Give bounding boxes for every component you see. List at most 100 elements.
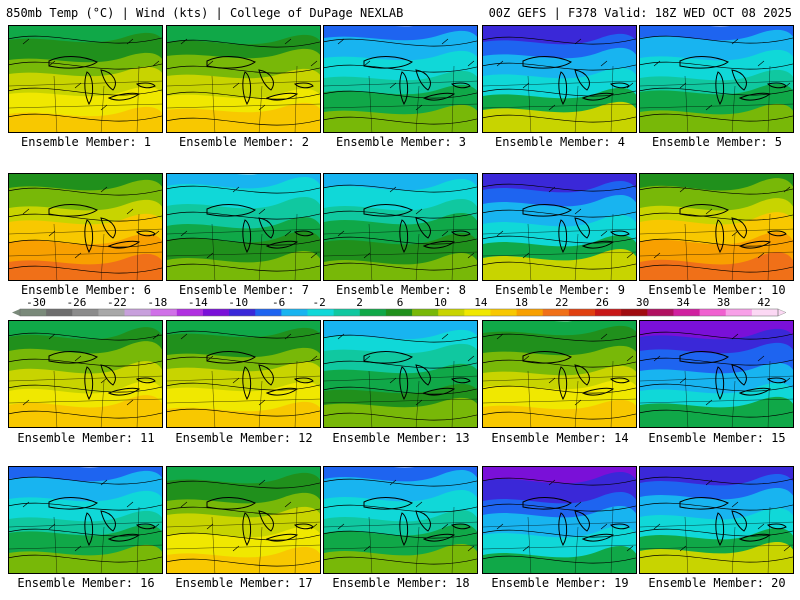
scale-swatch [595,309,622,316]
great-lake-outline [399,71,409,106]
scale-swatch [150,309,178,316]
scale-tick-label: 6 [397,296,404,309]
scale-swatch [673,309,701,316]
great-lake-outline [294,377,314,384]
isobar-line [483,36,636,45]
great-lake-outline [206,351,256,364]
great-lake-outline [107,533,141,542]
wind-barb [679,377,687,384]
wind-barb [441,230,449,237]
great-lake-outline [731,217,747,239]
great-lake-outline [265,387,299,396]
wind-barb [389,377,397,384]
isobar-line [483,555,636,564]
wind-barb [126,399,134,406]
great-lake-outline [206,56,256,69]
ensemble-map-4 [482,25,637,133]
great-lake-outline [84,219,94,254]
wind-barb [389,186,397,193]
isobar-line [324,412,477,421]
wind-barb [626,252,634,259]
ensemble-map-14 [482,320,637,428]
wind-barb [310,355,318,362]
wind-barb [74,545,82,552]
isobar-line [483,235,636,244]
isobar-line [9,87,162,96]
wind-barb [206,60,214,67]
isobar-line [324,262,477,271]
scale-tick-label: -18 [147,296,167,309]
wind-barb [206,355,214,362]
wind-barb [496,523,504,530]
great-lake-outline [679,497,729,510]
wind-barb [653,60,661,67]
scale-swatch [699,309,727,316]
ensemble-map-3 [323,25,478,133]
great-lake-outline [738,240,772,249]
isobar-line [167,65,320,74]
wind-barb [783,82,791,89]
wind-barb [258,399,266,406]
scale-tick-label: -6 [272,296,285,309]
scale-tick-label: 10 [434,296,447,309]
isobar-line [167,330,320,339]
map-title: 850mb Temp (°C) | Wind (kts) | College o… [6,6,404,20]
isobar-line [640,113,793,122]
great-lake-outline [48,351,98,364]
wind-barb [74,355,82,362]
temperature-band [324,252,477,280]
scale-swatch [359,309,387,316]
wind-barb [679,545,687,552]
wind-barb [731,501,739,508]
great-lake-outline [422,533,456,542]
wind-barb [337,38,345,45]
isobar-line [640,35,793,44]
ensemble-map-8 [323,173,478,281]
wind-barb [180,38,188,45]
great-lake-outline [679,351,729,364]
wind-barb [626,82,634,89]
great-lake-outline [242,512,252,547]
state-boundaries [167,65,320,132]
scale-tick-label: -10 [228,296,248,309]
wind-barb [284,230,292,237]
wind-barb [389,479,397,486]
temperature-band [9,253,162,280]
great-lake-outline [738,533,772,542]
great-lake-outline [363,204,413,217]
great-lake-outline [581,240,615,249]
isobar-line [324,64,477,73]
great-lake-outline [294,82,314,89]
ensemble-member-label: Ensemble Member: 8 [335,283,467,297]
wind-barb [415,208,423,215]
isobar-line [640,409,793,418]
scale-tick-label: -30 [26,296,46,309]
wind-barb [48,60,56,67]
temperature-band [324,104,477,132]
isobar-line [167,506,320,515]
state-boundaries [483,506,636,573]
scale-swatch [202,309,230,316]
great-lake-outline [451,82,471,89]
isobar-line [9,239,162,248]
state-boundaries [483,360,636,427]
scale-tick-label: 2 [356,296,363,309]
ensemble-member-label: Ensemble Member: 6 [20,283,152,297]
wind-barb [22,501,30,508]
scale-swatch [647,309,674,316]
state-boundaries [9,360,162,427]
ensemble-member-label: Ensemble Member: 2 [178,135,310,149]
run-valid-time: 00Z GEFS | F378 Valid: 18Z WED OCT 08 20… [488,6,792,20]
wind-barb [705,104,713,111]
great-lake-outline [558,71,568,106]
wind-barb [757,523,765,530]
wind-barb [180,501,188,508]
great-lake-outline [363,497,413,510]
great-lake-outline [522,497,572,510]
isobar-line [324,530,477,539]
wind-barb [574,208,582,215]
wind-barb [126,38,134,45]
wind-barb [22,38,30,45]
great-lake-outline [415,217,431,239]
isobar-line [167,480,320,489]
